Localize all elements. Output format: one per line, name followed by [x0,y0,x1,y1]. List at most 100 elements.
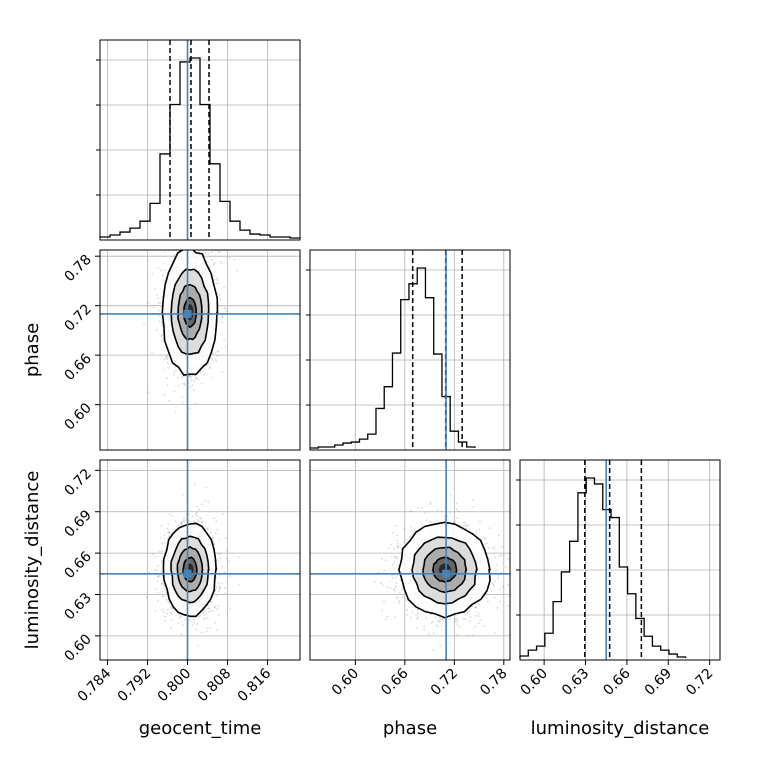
sample-point [180,616,182,618]
sample-point [212,540,215,543]
histogram-step [99,57,300,239]
sample-point [159,302,162,305]
sample-point [479,520,481,523]
sample-point [166,354,169,357]
sample-point [210,601,212,604]
histogram-step [310,267,476,449]
sample-point [163,542,166,544]
sample-point [168,512,171,515]
sample-point [472,499,475,501]
sample-point [169,606,172,609]
sample-point [411,611,414,614]
sample-point [468,620,471,623]
sample-point [216,350,219,353]
sample-point [151,351,153,354]
sample-point [182,493,184,496]
sample-point [161,340,164,343]
sample-point [208,367,211,370]
sample-point [401,596,404,598]
sample-point [201,521,204,524]
sample-point [204,617,207,620]
sample-point [209,365,212,368]
sample-point [457,510,460,513]
sample-point [428,520,431,523]
sample-point [498,534,500,537]
sample-point [161,582,164,585]
sample-point [441,510,443,513]
sample-point [462,618,465,621]
sample-point [479,619,482,622]
sample-point [469,616,472,618]
sample-point [173,371,175,373]
sample-point [391,563,394,566]
sample-point [494,556,497,559]
sample-point [207,500,210,503]
sample-point [204,251,207,254]
sample-point [199,614,202,617]
sample-point [221,370,224,373]
sample-point [205,486,208,489]
sample-point [166,377,168,380]
sample-point [464,613,467,616]
sample-point [214,621,217,624]
sample-point [193,380,196,382]
sample-point [392,577,394,580]
sample-point [454,618,457,621]
sample-point [188,618,191,621]
sample-point [381,609,383,612]
sample-point [154,555,156,558]
panel-frame [99,459,301,661]
sample-point [209,626,212,629]
sample-point [224,592,227,595]
sample-point [145,596,148,598]
sample-point [160,525,163,527]
sample-point [468,610,471,613]
sample-point [225,537,228,539]
sample-point [487,600,489,603]
sample-point [199,517,202,520]
truth-marker [183,569,192,578]
sample-point [403,597,405,600]
sample-point [190,376,193,379]
sample-point [497,574,500,577]
sample-point [398,599,401,602]
sample-point [495,569,498,572]
sample-point [166,612,169,615]
sample-point [213,270,216,273]
sample-point [161,574,164,577]
sample-point [236,269,239,272]
sample-point [478,603,480,606]
sample-point [391,574,393,577]
sample-point [177,525,180,527]
sample-point [386,585,389,588]
sample-point [197,615,200,618]
sample-point [203,499,206,502]
sample-point [209,531,212,534]
sample-point [496,563,498,566]
sample-point [396,539,399,542]
sample-point [403,540,405,543]
sample-point [212,352,214,355]
sample-point [157,267,160,270]
sample-point [416,612,419,614]
sample-point [483,536,486,539]
sample-point [216,528,219,531]
sample-point [386,615,389,618]
sample-point [396,556,399,559]
sample-point [387,547,390,549]
sample-point [196,644,199,647]
sample-point [154,568,157,571]
sample-point [180,523,183,526]
sample-point [416,609,419,612]
sample-point [213,279,216,281]
sample-point [483,625,486,628]
sample-point [160,570,163,573]
sample-point [188,520,191,522]
sample-point [429,503,432,506]
sample-point [147,301,150,304]
sample-point [191,384,194,387]
sample-point [217,590,220,593]
sample-point [201,521,203,523]
sample-point [211,536,214,539]
sample-point [177,384,180,387]
